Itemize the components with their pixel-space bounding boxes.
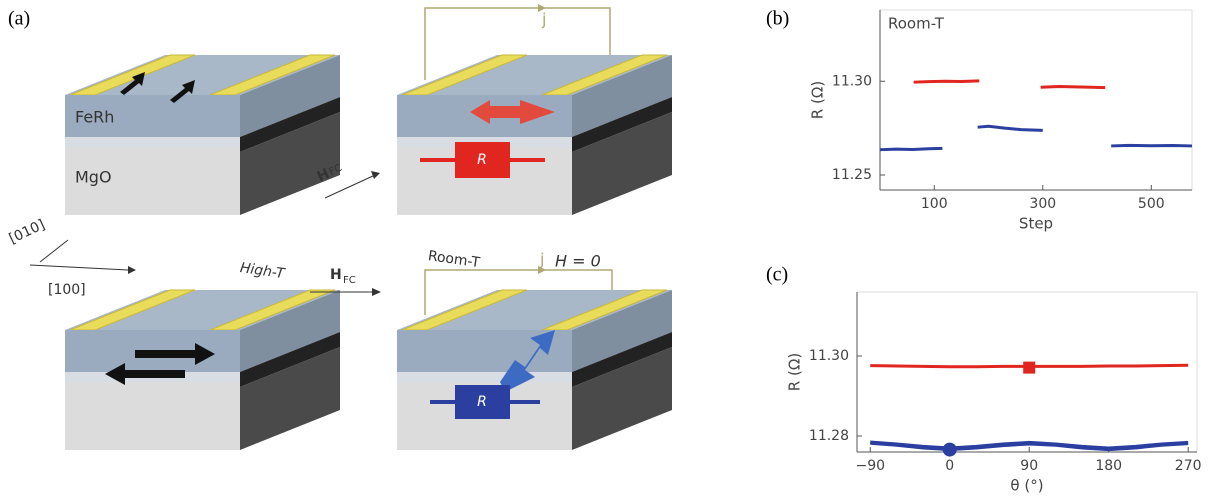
x-tick-label: 100 (921, 196, 948, 212)
data-line (1111, 143, 1193, 148)
arrowhead (372, 288, 381, 296)
x-tick-label: −90 (855, 458, 885, 474)
data-line (913, 79, 980, 84)
current-label: j (541, 10, 546, 29)
x-tick-label: 0 (945, 458, 954, 474)
direction-label: [010] (7, 217, 48, 247)
arrowhead (371, 171, 380, 179)
sample-block (64, 54, 341, 216)
plot-frame (879, 9, 1193, 191)
spin-arrow (170, 80, 195, 103)
direction-label: [100] (48, 282, 86, 298)
field-label-sub: FC (328, 163, 344, 178)
current-label: j (539, 250, 544, 269)
marker (1023, 361, 1036, 374)
spin-arrow (120, 72, 145, 95)
y-axis-label: R (Ω) (809, 81, 827, 119)
condition-label: Room-T (427, 248, 481, 271)
resistor (455, 385, 510, 419)
marker (942, 442, 957, 457)
x-tick-label: 270 (1175, 458, 1202, 474)
resistor-label: R (477, 152, 487, 168)
panel-label: (b) (766, 8, 789, 30)
axis-arrow (29, 264, 129, 271)
y-tick-label: 11.30 (809, 348, 849, 364)
y-tick-label: 11.30 (832, 73, 872, 89)
sample-block (396, 289, 673, 451)
y-axis-label: R (Ω) (786, 353, 804, 391)
spin-arrow (105, 363, 185, 385)
arrowhead (128, 266, 136, 274)
circuit (424, 269, 613, 315)
x-tick-label: 180 (1095, 458, 1122, 474)
x-axis-label: Step (1019, 215, 1053, 233)
field-label-sub: FC (343, 275, 356, 286)
field-arrow (324, 174, 376, 199)
data-line (870, 440, 1189, 450)
sample-block (396, 54, 673, 216)
axis-arrow (39, 239, 69, 263)
spin-arrow (470, 100, 555, 124)
data-line (870, 441, 1189, 452)
field-label: H = 0 (555, 252, 601, 271)
diagram: (a) FeRh MgO [010] [100] High-T H FC H F… (7, 4, 789, 451)
resistor-label: R (477, 394, 487, 410)
layer-label: MgO (75, 168, 112, 187)
panel-label: (a) (8, 8, 30, 30)
y-tick-label: 11.28 (809, 428, 849, 444)
x-axis-label: θ (°) (1010, 477, 1043, 495)
annotation: Room-T (888, 15, 945, 33)
current-arrow (538, 266, 546, 274)
condition-label: High-T (239, 260, 287, 282)
y-tick-label: 11.25 (832, 167, 872, 183)
resistor (455, 142, 510, 178)
x-tick-label: 300 (1029, 196, 1056, 212)
x-tick-label: 500 (1138, 196, 1165, 212)
data-line (977, 124, 1043, 132)
data-line (1040, 84, 1106, 90)
circuit (424, 7, 611, 80)
spin-arrow (500, 330, 555, 392)
layer-label: FeRh (75, 108, 114, 127)
current-arrow (538, 4, 546, 12)
sample-block (64, 289, 341, 451)
x-tick-label: 90 (1020, 458, 1038, 474)
panel-label: (c) (766, 264, 788, 286)
spin-arrow (135, 343, 215, 365)
data-line (879, 146, 943, 152)
field-label: H (330, 267, 342, 283)
